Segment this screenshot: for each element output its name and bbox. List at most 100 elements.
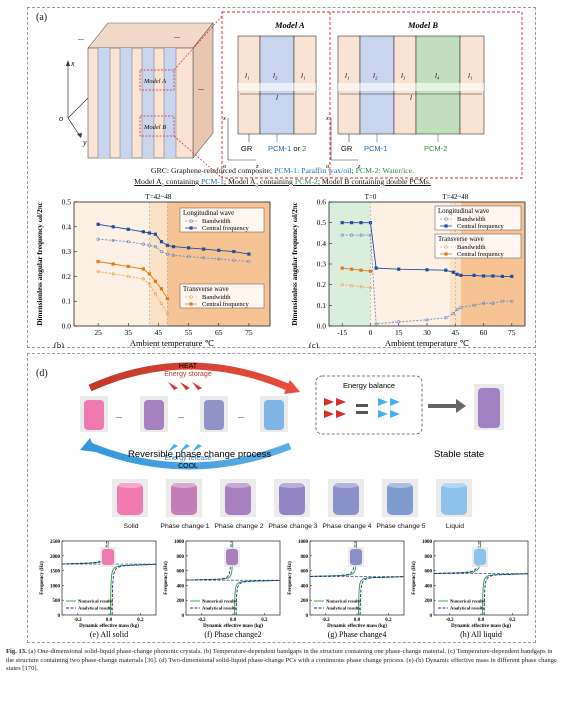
series-line xyxy=(98,270,168,314)
model-a-pcm: PCM-1 or 2 xyxy=(268,144,306,153)
inset-cylinder xyxy=(226,549,238,565)
legend-item: Analytical results xyxy=(202,606,236,611)
y-tick-label: 600 xyxy=(301,570,309,575)
y-tick-label: 2000 xyxy=(50,555,61,560)
panel-d-label: (d) xyxy=(36,368,48,379)
model-b-inset-label: Model B xyxy=(143,124,166,131)
data-point xyxy=(159,240,164,244)
data-point xyxy=(202,256,206,260)
data-point xyxy=(153,232,158,236)
model-a-gr: GR xyxy=(241,144,253,153)
data-point xyxy=(153,245,158,249)
y-tick-label: 2500 xyxy=(50,540,61,545)
data-point xyxy=(491,301,495,305)
data-point xyxy=(217,248,221,252)
series-line xyxy=(342,284,371,289)
data-point xyxy=(147,231,151,235)
model-b-title: Model B xyxy=(407,20,438,30)
model-a-l1-a: l₁ xyxy=(245,72,249,80)
panel-a xyxy=(27,7,536,348)
y-tick-label: 1500 xyxy=(50,570,61,575)
y-tick-label: 0.5 xyxy=(62,198,72,207)
x-tick-label: 0.2 xyxy=(509,618,516,623)
heat-arrows xyxy=(168,382,202,390)
y-axis-label: Frequency (Hz) xyxy=(288,561,293,595)
data-point xyxy=(147,272,151,276)
model-a-axis-z: z xyxy=(255,163,259,170)
y-tick-label: 1000 xyxy=(174,540,185,545)
data-point xyxy=(111,238,115,243)
y-tick-label: 800 xyxy=(425,555,433,560)
y-tick-label: 0 xyxy=(430,614,433,619)
panel-label: (b) xyxy=(54,340,64,348)
data-point xyxy=(202,247,206,251)
y-axis-label: Dimensionless angular frequency ωl/2πc xyxy=(36,202,44,326)
model-a-l1-b: l₁ xyxy=(301,72,305,80)
data-point xyxy=(141,267,145,271)
legend-marker xyxy=(444,217,448,221)
x-tick-label: 45 xyxy=(155,328,163,337)
data-point xyxy=(232,250,236,254)
x-tick-label: -15 xyxy=(337,328,347,337)
legend-item: Central frequency xyxy=(202,225,249,232)
legend-item: Analytical results xyxy=(326,606,360,611)
model-b-axis-x: x xyxy=(325,115,329,122)
cycle-dots-3: ... xyxy=(238,411,244,420)
model-b-axis-z: z xyxy=(357,163,361,170)
x-tick-label: 0.0 xyxy=(478,618,485,623)
data-point xyxy=(425,318,429,322)
data-point xyxy=(359,268,363,272)
y-tick-label: 500 xyxy=(53,599,61,604)
legend-item: Numerical results xyxy=(202,599,237,604)
data-point xyxy=(247,259,251,264)
state-labels: Solid Phase change 1 Phase change 2 Phase c… xyxy=(100,523,500,533)
legend-box xyxy=(434,205,522,231)
model-b-l1-b: l₁ xyxy=(468,72,472,80)
state-cylinder-top xyxy=(441,482,467,488)
data-point xyxy=(217,257,221,261)
annotation: T=42~48 xyxy=(145,193,172,201)
y-tick-label: 800 xyxy=(177,555,185,560)
state-label: Liquid xyxy=(445,523,465,530)
data-point xyxy=(126,264,130,269)
shade-region xyxy=(329,202,371,326)
x-axis-label: Dynamic effective mass (kg) xyxy=(451,624,511,629)
x-axis-label: Dynamic effective mass (kg) xyxy=(203,624,263,629)
data-point xyxy=(126,274,130,278)
inset-cylinder xyxy=(102,549,114,565)
block-dots-top: ... xyxy=(174,31,180,40)
data-point xyxy=(397,267,401,271)
legend-item: Central frequency xyxy=(202,301,249,308)
data-point xyxy=(397,320,401,324)
heat-label: HEAT xyxy=(179,363,198,370)
state-cylinder-top xyxy=(225,482,251,488)
model-b-l2: l₂ xyxy=(373,72,378,80)
model-b-l1-a: l₁ xyxy=(345,72,349,80)
energy-balance-label: Energy balance xyxy=(343,381,395,390)
data-point xyxy=(455,307,459,312)
data-point xyxy=(232,258,236,262)
data-point xyxy=(126,227,130,231)
x-axis-label: Ambient temperature ℃ xyxy=(130,338,215,348)
x-axis-label: Dynamic effective mass (kg) xyxy=(79,624,139,629)
state-cylinder xyxy=(117,483,143,515)
panel-a-legend-line-2: Model A1 containing PCM-1; Model A2 cont… xyxy=(134,177,431,189)
y-tick-label: 1000 xyxy=(50,584,61,589)
data-point xyxy=(96,259,100,264)
model-b-layers xyxy=(337,35,485,135)
y-tick-label: 200 xyxy=(177,599,185,604)
model-a-axis-x: x xyxy=(222,115,226,122)
data-point xyxy=(510,299,514,303)
state-label: Phase change 4 xyxy=(322,523,372,530)
model-b-axis-o: o xyxy=(326,163,330,170)
data-point xyxy=(153,292,158,296)
data-point xyxy=(444,316,448,320)
legend-marker xyxy=(189,295,193,299)
energy-balance-box xyxy=(315,375,423,435)
data-point xyxy=(472,303,476,307)
y-tick-label: 0 xyxy=(182,614,185,619)
data-point xyxy=(111,272,115,276)
model-a-layers xyxy=(237,35,317,135)
